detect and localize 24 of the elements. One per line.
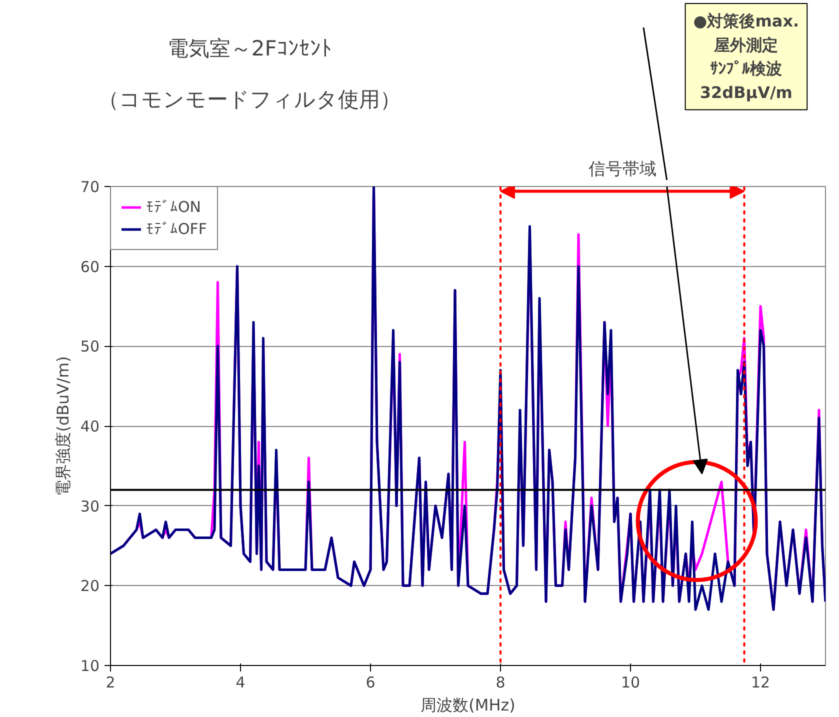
text: 32dBμV/m xyxy=(700,82,792,102)
y-tick-label: 50 xyxy=(80,338,100,356)
y-tick-label: 20 xyxy=(80,577,100,596)
y-tick-label: 60 xyxy=(80,258,100,276)
y-tick-label: 70 xyxy=(80,178,100,196)
y-tick-label: 40 xyxy=(80,418,100,436)
x-tick-label: 2 xyxy=(106,674,116,692)
x-axis-title: 周波数(MHz) xyxy=(420,696,516,714)
y-tick-label: 30 xyxy=(80,497,100,516)
x-tick-label: 10 xyxy=(620,674,640,692)
legend-label: ﾓﾃﾞﾑOFF xyxy=(146,220,208,238)
text: 屋外測定 xyxy=(713,35,778,54)
x-tick-label: 8 xyxy=(496,674,506,692)
x-tick-label: 6 xyxy=(366,674,376,692)
y-tick-label: 10 xyxy=(80,657,100,675)
legend-label: ﾓﾃﾞﾑON xyxy=(146,198,202,216)
y-axis-title: 電界強度(dBuV/m) xyxy=(53,356,72,496)
chart-subtitle: （コモンモードフィルタ使用） xyxy=(98,88,402,112)
text: 信号帯域 xyxy=(588,160,656,180)
text: ｻﾝﾌﾟﾙ検波 xyxy=(710,59,782,78)
x-tick-label: 12 xyxy=(750,674,770,692)
text: ●対策後max. xyxy=(693,12,800,30)
chart-title: 電気室～2Fｺﾝｾﾝﾄ xyxy=(167,36,332,60)
x-tick-label: 4 xyxy=(236,674,246,692)
